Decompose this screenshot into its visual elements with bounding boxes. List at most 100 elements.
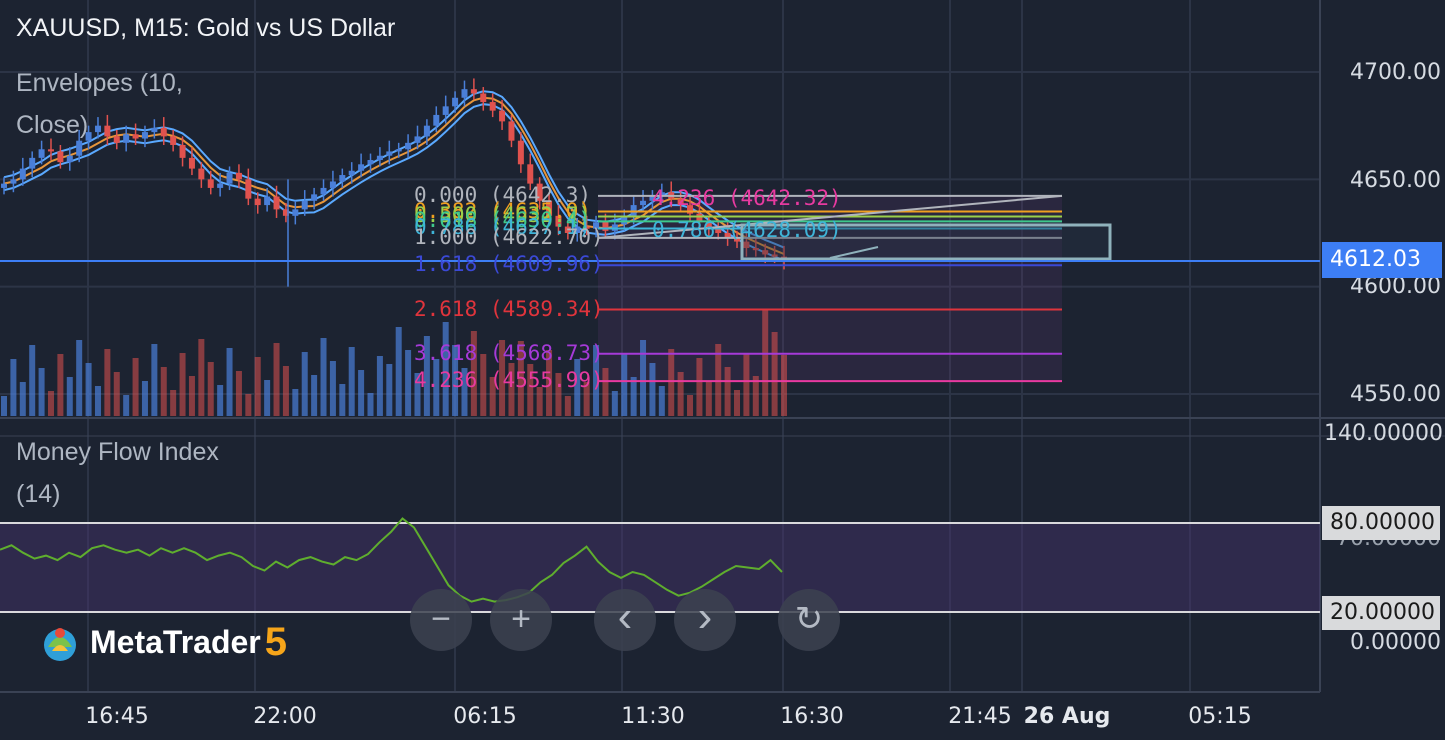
mfi-indicator-label: Money Flow Index (14) xyxy=(16,431,219,515)
candle-body xyxy=(517,140,524,165)
candle-body xyxy=(254,198,261,206)
candle-body xyxy=(188,157,195,169)
candle-body xyxy=(752,248,759,251)
fibonacci-level-label: 4.236 (4555.99) xyxy=(414,368,604,393)
candle-body xyxy=(658,192,665,197)
zoom-out-button[interactable]: − xyxy=(410,589,472,651)
candle-body xyxy=(743,241,750,249)
volume-bar xyxy=(292,389,299,416)
fibonacci-trend-line xyxy=(597,194,1063,239)
volume-bar xyxy=(583,382,590,416)
candle-body xyxy=(104,125,111,137)
volume-bar xyxy=(489,377,496,416)
candle-body xyxy=(489,102,496,111)
time-label: 21:45 xyxy=(948,704,1012,729)
mfi-line xyxy=(0,517,783,603)
volume-bar xyxy=(264,380,271,416)
candle-body xyxy=(198,168,205,180)
candle-body xyxy=(348,170,355,176)
candle-body xyxy=(282,209,289,216)
fibonacci-level-label: 3.618 (4568.73) xyxy=(414,340,604,365)
fibonacci-extension-label: 4.236 (4642.32) xyxy=(652,186,842,210)
candle-body xyxy=(10,179,17,184)
volume-bar xyxy=(47,391,54,416)
volume-bar xyxy=(198,339,205,416)
candle-body xyxy=(179,144,186,158)
candle-body xyxy=(405,142,412,150)
candle-body xyxy=(160,127,167,137)
volume-bar xyxy=(10,359,17,416)
candle-body xyxy=(583,226,590,229)
volume-bar xyxy=(546,350,553,416)
candle-body xyxy=(630,205,637,216)
mfi-level-80-badge: 80.00000 xyxy=(1322,506,1440,540)
candle-body xyxy=(536,183,543,201)
mfi-band xyxy=(0,523,1320,612)
volume-bar xyxy=(170,390,177,416)
candle-body xyxy=(376,155,383,161)
price-label-4600: 4600.00 xyxy=(1350,274,1441,299)
scroll-right-button[interactable]: › xyxy=(674,589,736,651)
volume-bar xyxy=(367,393,374,416)
volume-bar xyxy=(76,340,83,416)
volume-bar xyxy=(517,341,524,416)
volume-bar xyxy=(66,377,73,416)
fibonacci-level-label: 1.000 (4622.70) xyxy=(414,224,604,249)
candle-body xyxy=(470,89,477,94)
metatrader-logo: MetaTrader 5 xyxy=(38,620,287,665)
candle-body xyxy=(123,134,130,143)
volume-bar xyxy=(649,363,656,416)
logo-version: 5 xyxy=(264,620,287,664)
volume-bar xyxy=(724,367,731,416)
candle-body xyxy=(574,226,581,233)
volume-bar xyxy=(658,386,665,416)
volume-bar xyxy=(1,396,7,416)
price-label-4700: 4700.00 xyxy=(1350,60,1441,85)
time-label: 06:15 xyxy=(453,704,517,729)
volume-bar xyxy=(536,387,543,416)
candle-body xyxy=(217,183,224,188)
candle-body xyxy=(452,97,459,107)
volume-bar xyxy=(574,359,581,416)
candle-body xyxy=(29,157,36,169)
volume-bar xyxy=(85,363,92,416)
candle-body xyxy=(649,196,656,201)
volume-bar xyxy=(217,385,224,416)
volume-bar xyxy=(207,362,214,416)
mfi-zero-label: 0.00000 xyxy=(1350,630,1441,655)
candle-body xyxy=(132,134,139,139)
volume-bar xyxy=(254,357,261,416)
volume-bar xyxy=(282,366,289,416)
candle-body xyxy=(677,198,684,206)
volume-bar xyxy=(179,353,186,416)
candle-body xyxy=(508,121,515,141)
time-label: 22:00 xyxy=(253,704,317,729)
volume-bar xyxy=(395,327,402,416)
volume-bar xyxy=(771,332,778,416)
volume-bar xyxy=(339,384,346,416)
scroll-left-button[interactable]: ‹ xyxy=(594,589,656,651)
candle-body xyxy=(414,136,421,143)
candle-body xyxy=(19,168,26,180)
envelope-lower-line xyxy=(3,103,785,262)
candle-body xyxy=(141,132,148,139)
volume-bar xyxy=(621,354,628,416)
candle-body xyxy=(395,149,402,152)
volume-bar xyxy=(752,376,759,416)
candle-body xyxy=(85,132,92,141)
volume-bar xyxy=(188,376,195,416)
time-label: 16:45 xyxy=(85,704,149,729)
zoom-in-button[interactable]: + xyxy=(490,589,552,651)
price-label-4550: 4550.00 xyxy=(1350,382,1441,407)
volume-bar xyxy=(141,381,148,416)
volume-bar xyxy=(226,348,233,416)
candle-body xyxy=(621,215,628,225)
candle-body xyxy=(273,196,280,210)
candle-body xyxy=(226,172,233,184)
candle-body xyxy=(170,136,177,145)
candle-body xyxy=(461,89,468,98)
volume-bar xyxy=(564,396,571,416)
reset-chart-button[interactable]: ↻ xyxy=(778,589,840,651)
